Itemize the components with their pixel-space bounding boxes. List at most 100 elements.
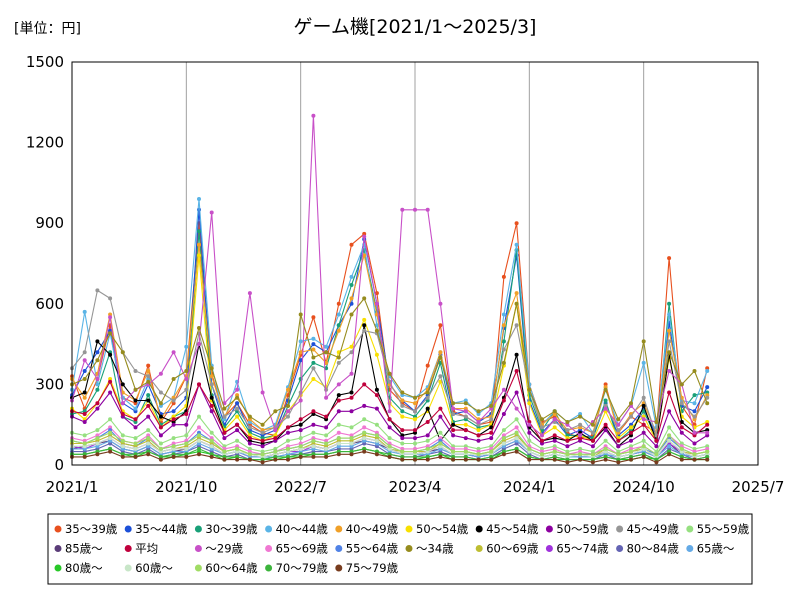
data-point [95, 387, 100, 392]
data-point [413, 401, 417, 406]
data-point [247, 457, 252, 462]
data-point [629, 414, 633, 419]
data-point [82, 441, 87, 446]
legend-label: 60～64歳 [205, 561, 258, 575]
legend-item: 60～64歳 [194, 561, 258, 575]
data-point [603, 457, 608, 462]
y-tick-label: 1500 [26, 53, 64, 71]
data-point [349, 441, 354, 446]
data-point [501, 452, 506, 457]
data-point [705, 395, 710, 400]
data-point [171, 377, 176, 381]
data-point [95, 382, 100, 387]
data-point [286, 425, 290, 430]
legend-item: 40～49歳 [335, 522, 399, 536]
data-point [349, 390, 354, 395]
data-point [374, 422, 379, 427]
data-point [705, 422, 710, 427]
data-point [209, 444, 214, 449]
data-point [705, 457, 710, 462]
data-point [235, 457, 240, 462]
data-point [336, 409, 341, 414]
data-point [692, 401, 697, 406]
data-point [400, 398, 405, 403]
data-point [324, 441, 329, 446]
data-point [451, 433, 456, 438]
data-point [438, 441, 443, 446]
data-point [514, 417, 519, 422]
data-point [133, 441, 138, 446]
data-point [552, 425, 557, 430]
data-point [374, 301, 379, 306]
data-point [489, 449, 494, 454]
data-point [298, 312, 303, 317]
data-point [387, 436, 392, 441]
data-point [425, 395, 430, 400]
data-point [387, 371, 392, 376]
data-point [120, 438, 125, 443]
data-point [603, 422, 608, 427]
data-point [451, 449, 456, 454]
data-point [603, 438, 608, 443]
legend-item: 55～59歳 [686, 522, 750, 536]
data-point [349, 296, 354, 301]
data-point [438, 454, 443, 459]
legend-item: 75～79歳 [335, 561, 399, 575]
data-point [578, 422, 583, 427]
data-point [654, 452, 659, 457]
data-point [311, 430, 316, 435]
data-point [336, 398, 341, 403]
data-point [146, 441, 151, 446]
legend-label: 45～49歳 [627, 522, 680, 536]
legend-marker [124, 564, 132, 572]
x-tick-label: 2021/1 [46, 478, 99, 496]
legend-marker [335, 525, 343, 533]
data-point [158, 371, 163, 376]
data-point [476, 433, 481, 438]
data-point [667, 409, 672, 414]
data-point [463, 414, 468, 419]
data-point [95, 436, 100, 441]
data-point [590, 460, 595, 465]
data-point [679, 420, 684, 424]
data-point [158, 446, 163, 451]
data-point [95, 428, 100, 433]
data-point [654, 438, 659, 443]
data-point [374, 433, 379, 438]
data-point [679, 430, 684, 435]
data-point [692, 369, 697, 373]
data-point [527, 438, 532, 443]
data-point [362, 317, 367, 322]
data-point [324, 446, 329, 451]
data-point [133, 387, 138, 392]
data-point [184, 412, 189, 416]
data-point [451, 412, 456, 416]
data-point [374, 352, 379, 357]
data-point [324, 350, 329, 355]
data-point [311, 355, 316, 360]
data-point [362, 328, 367, 333]
data-point [324, 454, 329, 459]
data-point [133, 454, 138, 459]
data-point [120, 412, 125, 416]
unit-label: [単位：円] [14, 21, 81, 37]
data-point [667, 425, 672, 430]
data-point [438, 323, 443, 328]
data-point [209, 395, 214, 400]
data-point [641, 409, 646, 414]
data-point [362, 323, 367, 328]
data-point [565, 444, 570, 449]
data-point [616, 422, 621, 427]
legend-box [47, 513, 753, 585]
data-point [501, 441, 506, 446]
data-point [603, 428, 608, 433]
data-point [171, 398, 176, 403]
legend-marker [194, 564, 202, 572]
data-point [108, 436, 113, 441]
data-point [235, 406, 240, 411]
data-point [463, 436, 468, 441]
data-point [590, 422, 595, 427]
data-point [184, 441, 189, 446]
legend-label: 65～69歳 [276, 542, 329, 556]
data-point [298, 428, 303, 433]
